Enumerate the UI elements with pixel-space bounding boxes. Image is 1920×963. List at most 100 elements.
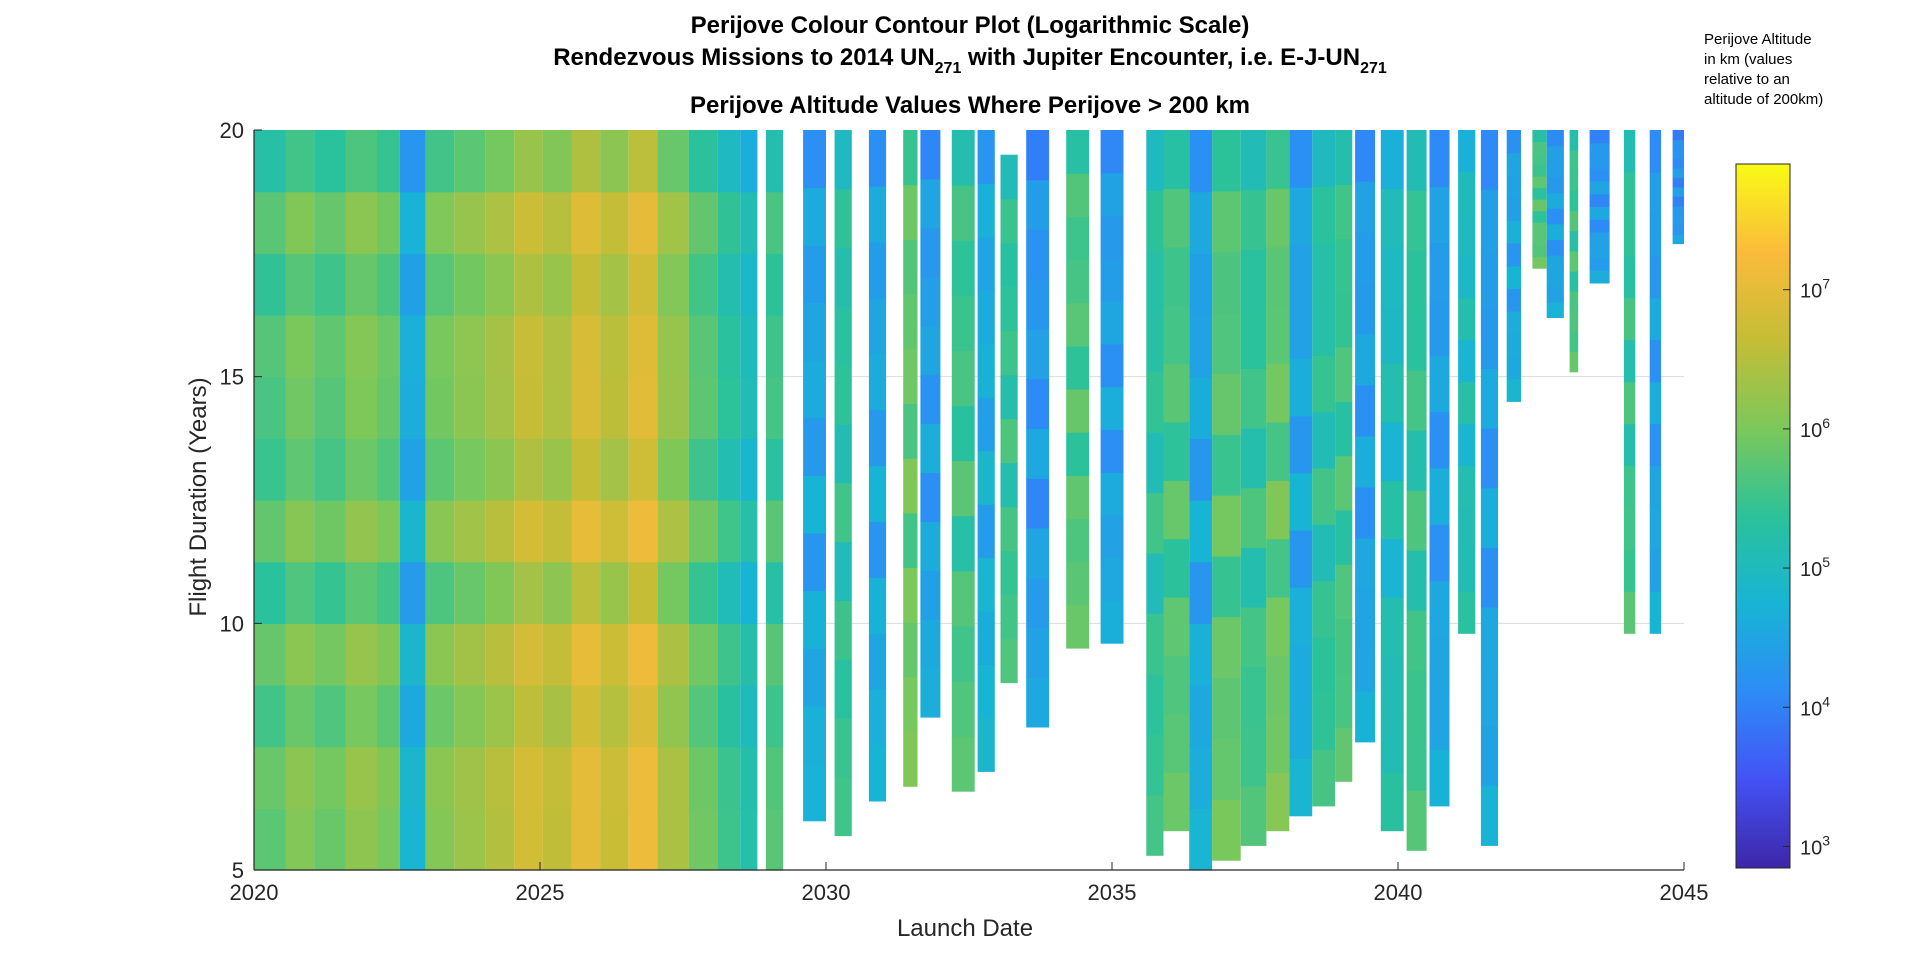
heatmap-cell <box>657 438 689 501</box>
heatmap-cell <box>1000 506 1018 552</box>
heatmap-cell <box>740 500 758 563</box>
heatmap-cell <box>1240 726 1267 787</box>
heatmap-cell <box>1589 168 1610 182</box>
heatmap-cell <box>951 515 975 572</box>
heatmap-cell <box>1406 310 1427 371</box>
heatmap-cell <box>903 458 918 514</box>
heatmap-cell <box>951 625 975 682</box>
heatmap-cell <box>1672 205 1684 216</box>
heatmap-cell <box>571 191 601 254</box>
heatmap-cell <box>1380 188 1404 248</box>
heatmap-cell <box>920 325 941 376</box>
heatmap-cell <box>285 315 315 378</box>
heatmap-cell <box>377 561 400 624</box>
heatmap-cell <box>1506 265 1521 289</box>
heatmap-cell <box>571 746 601 809</box>
heatmap-cell <box>1266 130 1290 189</box>
heatmap-cell <box>600 746 629 809</box>
heatmap-cell <box>1066 216 1090 261</box>
heatmap-cell <box>1623 213 1636 257</box>
heatmap-cell <box>1266 421 1290 481</box>
heatmap-cell <box>254 685 286 748</box>
heatmap-cell <box>1335 672 1353 728</box>
heatmap-cell <box>1506 243 1521 267</box>
heatmap-cell <box>1189 623 1213 686</box>
heatmap-cell <box>425 500 455 563</box>
heatmap-cell <box>1312 524 1336 582</box>
heatmap-cell <box>903 348 918 404</box>
heatmap-cell <box>903 130 918 186</box>
heatmap-cell <box>1532 245 1547 258</box>
heatmap-cell <box>1480 368 1499 429</box>
heatmap-cell <box>1026 329 1050 380</box>
heatmap-cell <box>1546 192 1564 209</box>
heatmap-cell <box>1312 411 1336 469</box>
heatmap-cell <box>1546 130 1564 147</box>
heatmap-cell <box>377 746 400 809</box>
heatmap-cell <box>803 130 826 189</box>
heatmap-cell <box>1289 758 1313 817</box>
heatmap-cell <box>254 808 286 871</box>
heatmap-cell <box>834 659 852 719</box>
heatmap-cell <box>314 561 346 624</box>
heatmap-cell <box>425 746 455 809</box>
heatmap-cell <box>1406 430 1427 491</box>
heatmap-cell <box>1266 246 1290 306</box>
heatmap-cell <box>1163 772 1190 832</box>
heatmap-cell <box>834 365 852 425</box>
heatmap-cell <box>285 438 315 501</box>
heatmap-cell <box>1532 130 1547 143</box>
heatmap-cell <box>314 746 346 809</box>
heatmap-cell <box>345 191 377 254</box>
heatmap-cell <box>765 315 784 378</box>
heatmap-cell <box>542 623 572 686</box>
heatmap-cell <box>345 685 377 748</box>
heatmap-cell <box>765 685 784 748</box>
title-subscript-2: 271 <box>1360 60 1387 77</box>
heatmap-cell <box>1100 472 1124 516</box>
heatmap-cell <box>600 438 629 501</box>
heatmap-cell <box>571 685 601 748</box>
heatmap-cell <box>514 623 543 686</box>
heatmap-cell <box>1380 305 1404 365</box>
heatmap-cell <box>514 191 543 254</box>
heatmap-cell <box>1429 130 1450 187</box>
heatmap-cell <box>803 475 826 534</box>
heatmap-cell <box>485 808 515 871</box>
heatmap-cell <box>514 253 543 316</box>
heatmap-cell <box>1289 415 1313 474</box>
heatmap-cell <box>399 315 426 378</box>
heatmap-cell <box>1212 799 1241 861</box>
heatmap-cell <box>1355 435 1376 488</box>
heatmap-cell <box>740 746 758 809</box>
heatmap-cell <box>1532 256 1547 269</box>
heatmap-cell <box>1672 177 1684 188</box>
heatmap-cell <box>834 423 852 484</box>
heatmap-cell <box>254 623 286 686</box>
heatmap-cell <box>951 295 975 351</box>
heatmap-cell <box>1649 255 1662 299</box>
heatmap-cell <box>542 253 572 316</box>
heatmap-cell <box>1312 242 1336 300</box>
heatmap-cell <box>1066 561 1090 606</box>
heatmap-cell <box>314 191 346 254</box>
heatmap-cell <box>571 315 601 378</box>
heatmap-cell <box>903 294 918 350</box>
heatmap-cell <box>1589 257 1610 271</box>
heatmap-cell <box>1480 308 1499 369</box>
heatmap-cell <box>1569 311 1579 332</box>
heatmap-cell <box>1355 130 1376 182</box>
heatmap-cell <box>1458 423 1476 466</box>
heatmap-cell <box>977 236 995 291</box>
heatmap-cell <box>1380 363 1404 423</box>
heatmap-cell <box>600 315 629 378</box>
heatmap-cell <box>765 376 784 439</box>
heatmap-cell <box>1000 286 1018 332</box>
heatmap-cell <box>803 763 826 822</box>
heatmap-cell <box>454 500 486 563</box>
heatmap-cell <box>1429 411 1450 469</box>
heatmap-cell <box>1649 423 1662 466</box>
heatmap-cell <box>1480 487 1499 548</box>
heatmap-cell <box>1672 158 1684 169</box>
heatmap-cell <box>765 561 784 624</box>
